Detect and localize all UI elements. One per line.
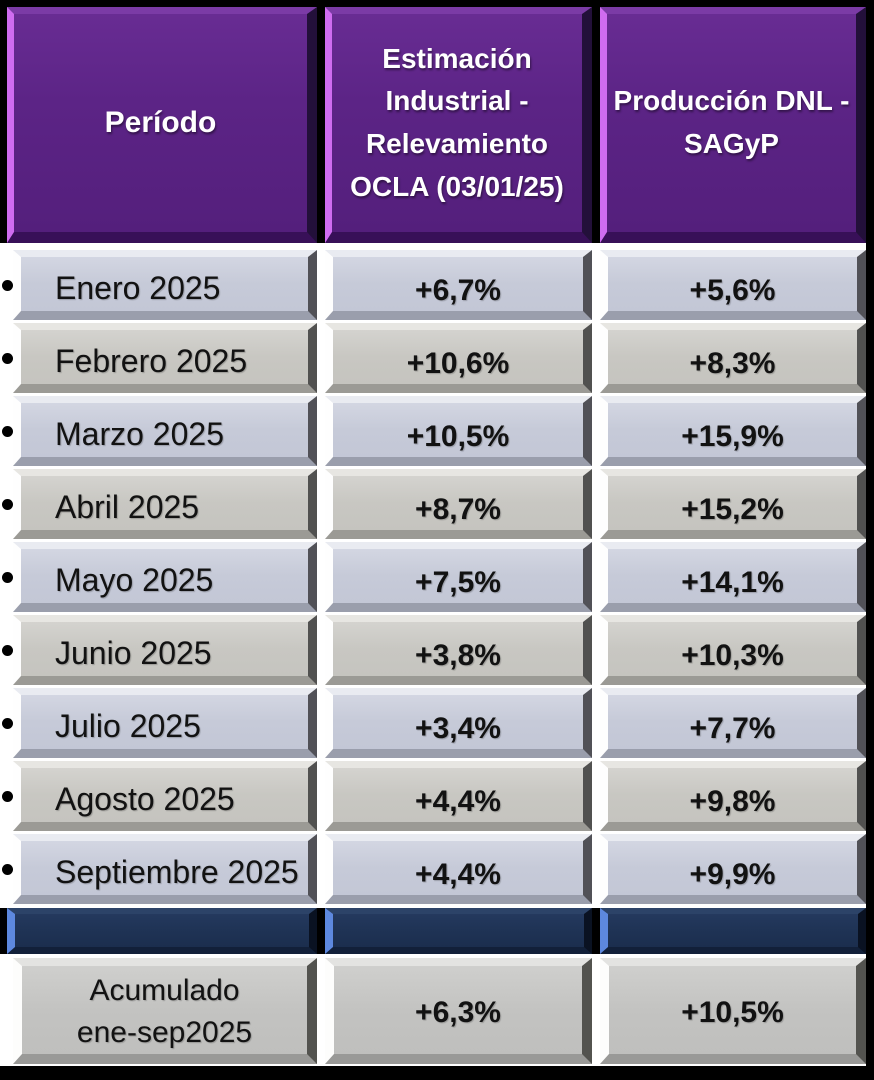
summary-ocla-cell: +6,3% — [325, 958, 592, 1064]
table-row: Septiembre 2025 +4,4% +9,9% — [0, 834, 874, 904]
header-label-ocla: Estimación Industrial - Relevamiento OCL… — [350, 42, 564, 202]
bullet-icon — [2, 499, 13, 510]
ocla-value-cell: +4,4% — [325, 761, 592, 831]
ocla-value-cell: +6,7% — [325, 250, 592, 320]
ocla-value-cell: +8,7% — [325, 469, 592, 539]
sagyp-value-cell: +14,1% — [600, 542, 866, 612]
bullet-icon — [2, 572, 13, 583]
summary-label-line2: ene-sep2025 — [76, 1016, 253, 1049]
ocla-value-cell: +10,6% — [325, 323, 592, 393]
period-cell: Junio 2025 — [13, 615, 317, 685]
ocla-value-cell: +7,5% — [325, 542, 592, 612]
header-cell-period: Período — [7, 7, 317, 243]
bullet-icon — [2, 353, 13, 364]
header-label-sagyp: Producción DNL - SAGyP — [613, 85, 850, 159]
table-frame-top — [0, 0, 874, 7]
table-header-row: Período Estimación Industrial - Relevami… — [0, 7, 874, 243]
table-row: Enero 2025 +6,7% +5,6% — [0, 250, 874, 320]
separator-segment — [7, 908, 317, 954]
period-cell: Marzo 2025 — [13, 396, 317, 466]
bullet-icon — [2, 280, 13, 291]
period-cell: Abril 2025 — [13, 469, 317, 539]
sagyp-value-cell: +5,6% — [600, 250, 866, 320]
table-frame-bottom — [0, 1066, 874, 1080]
period-cell: Septiembre 2025 — [13, 834, 317, 904]
ocla-value-cell: +4,4% — [325, 834, 592, 904]
summary-label-line1: Acumulado — [89, 974, 240, 1007]
period-cell: Agosto 2025 — [13, 761, 317, 831]
period-cell: Mayo 2025 — [13, 542, 317, 612]
table-frame-right — [866, 0, 874, 1080]
separator-row — [0, 908, 874, 954]
summary-period-cell: Acumulado ene-sep2025 — [13, 958, 317, 1064]
bullet-icon — [2, 718, 13, 729]
summary-row: Acumulado ene-sep2025 +6,3% +10,5% — [0, 958, 874, 1064]
summary-sagyp-cell: +10,5% — [600, 958, 866, 1064]
period-cell: Julio 2025 — [13, 688, 317, 758]
ocla-value-cell: +3,4% — [325, 688, 592, 758]
period-cell: Enero 2025 — [13, 250, 317, 320]
table-row: Junio 2025 +3,8% +10,3% — [0, 615, 874, 685]
header-cell-ocla: Estimación Industrial - Relevamiento OCL… — [325, 7, 592, 243]
sagyp-value-cell: +8,3% — [600, 323, 866, 393]
sagyp-value-cell: +9,8% — [600, 761, 866, 831]
sagyp-value-cell: +9,9% — [600, 834, 866, 904]
bullet-icon — [2, 864, 13, 875]
bullet-icon — [2, 791, 13, 802]
sagyp-value-cell: +15,2% — [600, 469, 866, 539]
table-row: Agosto 2025 +4,4% +9,8% — [0, 761, 874, 831]
period-cell: Febrero 2025 — [13, 323, 317, 393]
sagyp-value-cell: +7,7% — [600, 688, 866, 758]
separator-segment — [325, 908, 592, 954]
table-row: Abril 2025 +8,7% +15,2% — [0, 469, 874, 539]
table-row: Febrero 2025 +10,6% +8,3% — [0, 323, 874, 393]
table-row: Marzo 2025 +10,5% +15,9% — [0, 396, 874, 466]
sagyp-value-cell: +15,9% — [600, 396, 866, 466]
ocla-value-cell: +10,5% — [325, 396, 592, 466]
separator-segment — [600, 908, 866, 954]
bullet-icon — [2, 645, 13, 656]
ocla-value-cell: +3,8% — [325, 615, 592, 685]
table-row: Mayo 2025 +7,5% +14,1% — [0, 542, 874, 612]
bullet-icon — [2, 426, 13, 437]
table-row: Julio 2025 +3,4% +7,7% — [0, 688, 874, 758]
header-label-period: Período — [104, 106, 217, 139]
header-cell-sagyp: Producción DNL - SAGyP — [600, 7, 866, 243]
sagyp-value-cell: +10,3% — [600, 615, 866, 685]
